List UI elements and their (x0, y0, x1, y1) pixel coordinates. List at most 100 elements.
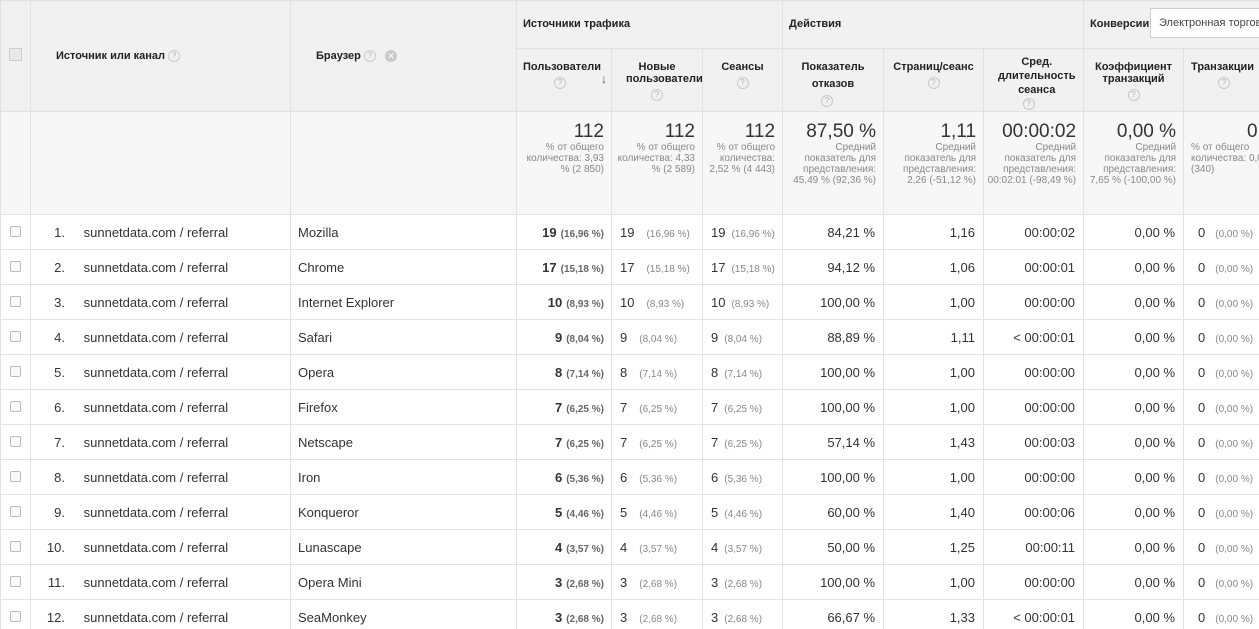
metric-value: 0,00 % (1134, 469, 1176, 485)
source-header[interactable]: Источник или канал ? (30, 0, 291, 112)
row-checkbox[interactable] (10, 260, 21, 272)
table-row[interactable]: 3. sunnetdata.com / referral Internet Ex… (0, 284, 1259, 320)
metric-percent: (8,04 %) (566, 333, 604, 345)
table-row[interactable]: 12. sunnetdata.com / referral SeaMonkey … (0, 599, 1259, 629)
metric-percent: (0,00 %) (1215, 298, 1254, 310)
source-link[interactable]: sunnetdata.com / referral (83, 574, 229, 590)
help-icon[interactable]: ? (168, 50, 181, 63)
source-link[interactable]: sunnetdata.com / referral (83, 504, 229, 520)
conversion-type-dropdown[interactable]: Электронная торговля (1150, 8, 1259, 38)
row-checkbox[interactable] (10, 365, 21, 377)
users-header-label: Пользователи (523, 61, 602, 73)
group-traffic-label: Источники трафика (523, 18, 631, 30)
help-icon[interactable]: ? (1022, 98, 1035, 111)
table-row[interactable]: 9. sunnetdata.com / referral Konqueror 5… (0, 494, 1259, 530)
row-checkbox[interactable] (10, 400, 21, 412)
remove-dimension-icon[interactable]: ✕ (385, 49, 398, 62)
metric-percent: (0,00 %) (1215, 578, 1254, 590)
metric-value: 3 (620, 574, 628, 590)
sessions-header[interactable]: Сеансы ? (701, 48, 784, 112)
source-link[interactable]: sunnetdata.com / referral (83, 399, 229, 415)
row-checkbox[interactable] (10, 575, 21, 587)
duration-cell: 00:00:00 (983, 284, 1085, 320)
metric-value: 00:00:11 (1025, 539, 1076, 555)
totals-empty-cell (290, 111, 517, 215)
row-checkbox[interactable] (10, 540, 21, 552)
source-link[interactable]: sunnetdata.com / referral (83, 434, 229, 450)
help-icon[interactable]: ? (1127, 89, 1140, 102)
table-row[interactable]: 6. sunnetdata.com / referral Firefox 7 (6… (0, 389, 1259, 425)
new-users-header[interactable]: Новые пользователи ? (611, 48, 703, 112)
source-link[interactable]: sunnetdata.com / referral (83, 294, 229, 310)
source-link[interactable]: sunnetdata.com / referral (83, 469, 229, 485)
row-number: 3. (54, 294, 65, 310)
source-link[interactable]: sunnetdata.com / referral (83, 609, 229, 625)
metric-value: 1,00 (949, 399, 976, 415)
table-row[interactable]: 5. sunnetdata.com / referral Opera 8 (7,1… (0, 354, 1259, 390)
totals-row: 112 % от общего количества: 3,93 % (2 85… (0, 111, 1259, 215)
total-duration: 00:00:02 Средний показатель для представ… (983, 111, 1085, 215)
row-select-cell (0, 599, 31, 629)
pages-header[interactable]: Страниц/сеанс ? (883, 48, 985, 112)
source-link[interactable]: sunnetdata.com / referral (83, 539, 229, 555)
help-icon[interactable]: ? (1218, 77, 1231, 90)
help-icon[interactable]: ? (554, 77, 566, 90)
help-icon[interactable]: ? (651, 89, 663, 102)
source-link[interactable]: sunnetdata.com / referral (83, 329, 229, 345)
metric-percent: (5,36 %) (639, 473, 678, 485)
row-checkbox[interactable] (10, 610, 21, 622)
metric-value: 9 (620, 329, 628, 345)
row-checkbox[interactable] (10, 435, 21, 447)
sort-desc-icon[interactable]: ↓ (601, 72, 607, 86)
source-link[interactable]: sunnetdata.com / referral (83, 364, 229, 380)
row-number: 12. (46, 609, 65, 625)
pages-cell: 1,00 (883, 389, 985, 425)
help-icon[interactable]: ? (927, 77, 940, 90)
group-actions-label: Действия (789, 18, 842, 30)
pages-cell: 1,16 (883, 214, 985, 250)
row-checkbox[interactable] (10, 225, 21, 237)
table-row[interactable]: 8. sunnetdata.com / referral Iron 6 (5,36… (0, 459, 1259, 495)
table-row[interactable]: 1. sunnetdata.com / referral Mozilla 19(… (0, 214, 1259, 250)
transactions-cell: 0 (0,00 %) (1183, 494, 1259, 530)
users-header[interactable]: Пользователи ↓ ? (516, 48, 612, 112)
row-number: 8. (54, 469, 65, 485)
table-row[interactable]: 11. sunnetdata.com / referral Opera Mini… (0, 564, 1259, 600)
select-all-checkbox[interactable] (9, 48, 22, 61)
total-note: % от общего количества: 0,00 % (340) (1191, 142, 1259, 175)
table-row[interactable]: 10. sunnetdata.com / referral Lunascape … (0, 529, 1259, 565)
source-cell: 2. sunnetdata.com / referral (30, 249, 291, 285)
metric-value: 100,00 % (820, 574, 876, 590)
bounce-header[interactable]: Показатель отказов ? (782, 48, 885, 112)
conv-rate-header[interactable]: Коэффициент транзакций ? (1083, 48, 1185, 112)
conv-rate-cell: 0,00 % (1083, 319, 1185, 355)
metric-value: 0,00 % (1134, 574, 1176, 590)
row-select-cell (0, 249, 31, 285)
metric-value: 3 (620, 609, 628, 625)
group-conversions-label: Конверсии (1090, 18, 1150, 30)
table-row[interactable]: 7. sunnetdata.com / referral Netscape 7(… (0, 424, 1259, 460)
conv-rate-cell: 0,00 % (1083, 564, 1185, 600)
metric-value: 0 (1198, 434, 1206, 450)
conv-rate-cell: 0,00 % (1083, 424, 1185, 460)
row-checkbox[interactable] (10, 295, 21, 307)
row-checkbox[interactable] (10, 330, 21, 342)
duration-cell: 00:00:03 (983, 424, 1085, 460)
duration-header[interactable]: Сред. длительность сеанса ? (983, 48, 1085, 112)
total-note: Средний показатель для представления: 2,… (903, 142, 977, 186)
row-checkbox[interactable] (10, 470, 21, 482)
table-row[interactable]: 4. sunnetdata.com / referral Safari 9 (8,… (0, 319, 1259, 355)
metric-percent: (4,46 %) (639, 508, 678, 520)
table-row[interactable]: 2. sunnetdata.com / referral Chrome 17 (1… (0, 249, 1259, 285)
help-icon[interactable]: ? (736, 77, 749, 90)
metric-percent: (0,00 %) (1215, 508, 1254, 520)
browser-header[interactable]: Браузер ? ✕ (290, 0, 517, 112)
help-icon[interactable]: ? (821, 95, 834, 108)
metric-value: < 00:00:01 (1013, 329, 1076, 345)
transactions-header[interactable]: Транзакции ? (1183, 48, 1259, 112)
source-link[interactable]: sunnetdata.com / referral (83, 259, 229, 275)
bounce-cell: 100,00 % (782, 354, 885, 390)
source-link[interactable]: sunnetdata.com / referral (83, 224, 229, 240)
row-checkbox[interactable] (10, 505, 21, 517)
help-icon[interactable]: ? (363, 50, 376, 63)
